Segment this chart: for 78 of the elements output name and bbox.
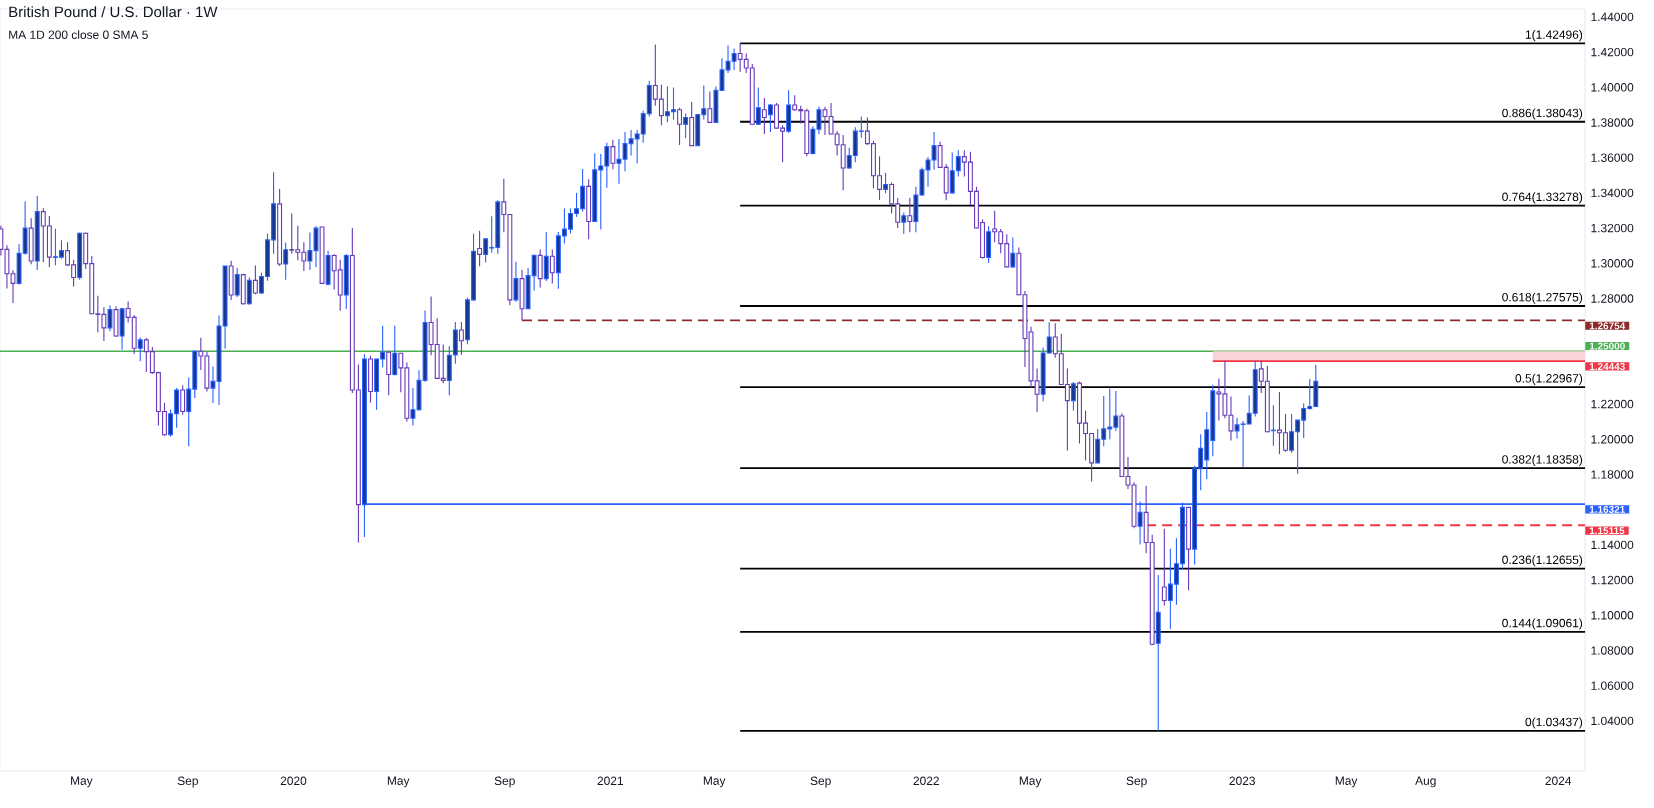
ref-line-label: 1.25000 xyxy=(1589,342,1625,350)
candlestick xyxy=(549,248,555,284)
chart-title: British Pound / U.S. Dollar · 1W xyxy=(9,6,218,18)
y-tick-label: 1.42000 xyxy=(1591,47,1634,57)
candlestick xyxy=(392,325,398,377)
candlestick xyxy=(901,211,907,235)
series-label: 1.24443 xyxy=(1589,362,1625,371)
x-tick-label: 2020 xyxy=(280,776,307,785)
candlestick xyxy=(761,97,767,135)
x-tick-label: Sep xyxy=(494,776,515,788)
x-tick-label: May xyxy=(71,776,93,788)
candlestick xyxy=(246,277,252,306)
y-tick-label: 1.22000 xyxy=(1591,399,1634,409)
y-tick-label: 1.14000 xyxy=(1591,540,1634,550)
y-tick-label: 1.18000 xyxy=(1591,470,1634,479)
y-tick-label: 1.28000 xyxy=(1591,294,1634,303)
candlestick xyxy=(234,267,240,298)
series-label: 1.26754 xyxy=(1589,322,1626,330)
x-tick-label: May xyxy=(1335,776,1358,788)
candlestick xyxy=(883,172,889,194)
annotation: 0.886(1.38043) xyxy=(1502,108,1583,120)
x-tick-label: Sep xyxy=(1126,776,1147,788)
candlestick xyxy=(1270,404,1276,447)
candlestick xyxy=(386,350,392,396)
annotation: 0.618(1.27575) xyxy=(1502,292,1583,304)
annotation: 0.382(1.18358) xyxy=(1502,454,1583,466)
y-tick-label: 1.32000 xyxy=(1591,223,1634,233)
candlestick xyxy=(477,230,483,267)
candlestick xyxy=(1161,528,1167,606)
y-tick-label: 1.36000 xyxy=(1591,153,1634,162)
candlestick xyxy=(283,242,289,281)
candlestick xyxy=(755,86,761,126)
candlestick xyxy=(907,197,913,233)
x-tick-label: Sep xyxy=(810,776,831,788)
candlestick xyxy=(458,321,464,356)
y-tick-label: 1.12000 xyxy=(1591,575,1634,585)
annotation: 0.144(1.09061) xyxy=(1502,618,1583,630)
y-tick-label: 1.30000 xyxy=(1591,259,1634,268)
annotation: 0.5(1.22967) xyxy=(1515,373,1583,385)
candlestick xyxy=(1070,381,1076,412)
x-tick-label: May xyxy=(387,776,410,788)
x-tick-label: May xyxy=(1019,776,1042,788)
candlestick xyxy=(537,248,543,289)
y-tick-label: 1.04000 xyxy=(1591,716,1634,726)
x-tick-label: 2021 xyxy=(597,776,624,785)
x-tick-label: 2024 xyxy=(1545,776,1572,785)
candlestick xyxy=(137,336,143,362)
candlestick xyxy=(1010,237,1016,269)
x-tick-label: May xyxy=(703,776,726,788)
y-tick-label: 1.08000 xyxy=(1591,646,1634,655)
y-tick-label: 1.44000 xyxy=(1591,12,1634,22)
candlestick xyxy=(252,265,258,295)
y-tick-label: 1.40000 xyxy=(1591,83,1634,92)
y-tick-label: 1.38000 xyxy=(1591,118,1634,127)
candlestick xyxy=(610,139,616,170)
y-tick-label: 1.10000 xyxy=(1591,611,1634,620)
candlestick xyxy=(683,113,689,139)
series-label: 1.15115 xyxy=(1589,527,1625,535)
candlestick xyxy=(768,103,773,133)
annotation: 0(1.03437) xyxy=(1525,717,1583,729)
y-tick-label: 1.20000 xyxy=(1591,435,1634,444)
series-label: 1.16321 xyxy=(1589,505,1625,513)
annotation: 0.764(1.33278) xyxy=(1502,192,1583,204)
y-tick-label: 1.06000 xyxy=(1591,681,1634,690)
x-tick-label: 2023 xyxy=(1229,776,1255,785)
candlestick xyxy=(707,90,713,124)
annotation: 0.236(1.12655) xyxy=(1502,555,1583,567)
candlestick xyxy=(180,384,186,416)
candlestick xyxy=(677,107,683,146)
y-tick-label: 1.34000 xyxy=(1591,188,1634,198)
candlestick xyxy=(543,231,549,282)
x-tick-label: Sep xyxy=(177,776,198,788)
candlestick xyxy=(513,261,519,303)
x-tick-label: Aug xyxy=(1415,776,1436,788)
annotation: 1(1.42496) xyxy=(1525,30,1583,42)
text: MA 1D 200 close 0 SMA 5 xyxy=(9,30,148,39)
candlestick xyxy=(107,304,113,332)
x-tick-label: 2022 xyxy=(913,776,939,785)
